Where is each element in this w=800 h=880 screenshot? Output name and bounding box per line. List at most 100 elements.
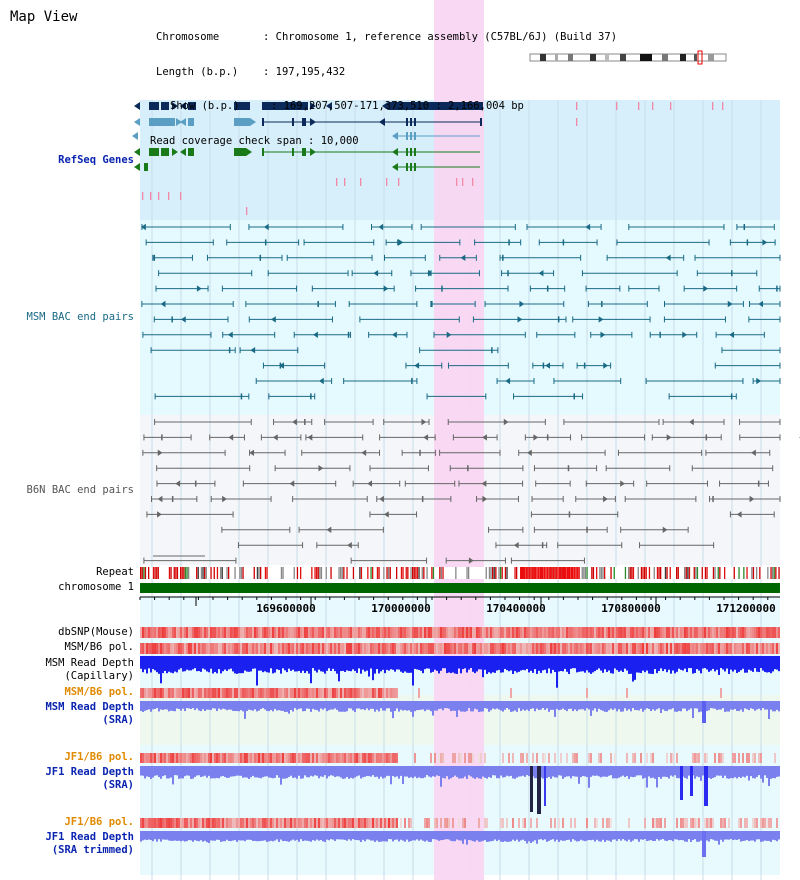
- gene-exon: [234, 148, 246, 156]
- depth-bar: [632, 701, 634, 709]
- depth-bar: [462, 766, 464, 779]
- depth-bar: [764, 701, 766, 710]
- depth-bar: [440, 656, 442, 671]
- gene-marker: [386, 178, 388, 186]
- bac-tick: [776, 285, 778, 292]
- depth-bar: [642, 831, 644, 840]
- gene-marker: [576, 102, 578, 110]
- repeat-element: [260, 567, 262, 579]
- depth-bar: [354, 701, 356, 712]
- arrow-mark: [326, 526, 332, 533]
- depth-bar: [190, 656, 192, 671]
- depth-bar: [192, 656, 194, 670]
- heat-cell: [366, 643, 368, 654]
- arrow-mark: [250, 347, 256, 354]
- depth-bar: [480, 656, 482, 670]
- heat-cell: [328, 753, 330, 763]
- depth-bar: [596, 701, 598, 712]
- heat-cell: [352, 627, 354, 638]
- track-label-b6n-bac[interactable]: B6N BAC end pairs: [26, 484, 134, 496]
- depth-bar: [362, 766, 364, 778]
- depth-bar: [480, 701, 482, 712]
- depth-bar: [440, 766, 442, 787]
- depth-bar: [196, 656, 198, 672]
- heat-cell: [388, 627, 390, 638]
- repeat-element: [637, 567, 639, 579]
- heat-cell: [346, 818, 348, 828]
- gene-exon: [302, 148, 306, 156]
- depth-bar: [466, 701, 468, 712]
- track-label-msm-bac[interactable]: MSM BAC end pairs: [26, 311, 134, 323]
- heat-cell: [230, 688, 232, 698]
- heat-cell: [308, 627, 310, 638]
- arrow-mark: [538, 270, 544, 277]
- track-label-chromosome[interactable]: chromosome 1: [58, 581, 134, 593]
- depth-bar: [450, 701, 452, 712]
- heat-cell: [238, 627, 240, 638]
- depth-bar: [654, 701, 656, 711]
- depth-bar: [294, 831, 296, 841]
- heat-cell: [442, 627, 444, 638]
- depth-spike: [540, 656, 542, 670]
- track-label-msm-b6-pol[interactable]: MSM/B6 pol.: [64, 641, 134, 653]
- depth-bar: [236, 831, 238, 842]
- heat-cell: [436, 818, 438, 828]
- heat-cell: [700, 627, 702, 638]
- depth-bar: [402, 701, 404, 711]
- heat-cell: [600, 643, 602, 654]
- depth-bar: [532, 701, 534, 709]
- heat-cell: [776, 643, 778, 654]
- heat-cell: [538, 627, 540, 638]
- heat-cell: [764, 818, 766, 828]
- depth-bar: [750, 831, 752, 841]
- depth-bar: [432, 701, 434, 716]
- depth-bar: [528, 701, 530, 711]
- depth-bar: [234, 656, 236, 674]
- heat-cell: [548, 753, 550, 763]
- heat-cell: [226, 818, 228, 828]
- track-label-jf1-depth-sra[interactable]: JF1 Read Depth: [45, 766, 134, 778]
- heat-cell: [240, 753, 242, 763]
- depth-bar: [604, 701, 606, 712]
- track-label-refseq-genes[interactable]: RefSeq Genes: [58, 154, 134, 166]
- heat-cell: [764, 627, 766, 638]
- depth-bar: [454, 701, 456, 711]
- depth-bar: [224, 656, 226, 670]
- heat-cell: [356, 688, 358, 698]
- heat-cell: [286, 627, 288, 638]
- depth-bar: [398, 656, 400, 670]
- arrow-mark: [383, 511, 389, 518]
- heat-cell: [536, 627, 538, 638]
- depth-bar: [286, 656, 288, 673]
- repeat-element: [183, 567, 185, 579]
- track-label-repeat[interactable]: Repeat: [96, 566, 134, 578]
- depth-bar: [424, 766, 426, 778]
- depth-bar: [156, 656, 158, 673]
- repeat-element: [405, 567, 407, 579]
- depth-bar: [144, 656, 146, 670]
- heat-cell: [704, 627, 706, 638]
- depth-bar: [502, 656, 504, 673]
- track-label-dbsnp[interactable]: dbSNP(Mouse): [58, 626, 134, 638]
- heat-cell: [642, 627, 644, 638]
- track-label-jf1-depth-trimmed[interactable]: JF1 Read Depth: [45, 831, 134, 843]
- heat-cell: [686, 818, 688, 828]
- heat-cell: [658, 627, 660, 638]
- depth-bar: [696, 831, 698, 842]
- track-label-msm-b6-pol-sra[interactable]: MSM/B6 pol.: [64, 686, 134, 698]
- depth-bar: [338, 831, 340, 840]
- track-label-jf1-b6-pol-2[interactable]: JF1/B6 pol.: [64, 816, 134, 828]
- depth-bar: [276, 766, 278, 776]
- heat-cell: [648, 627, 650, 638]
- depth-bar: [490, 831, 492, 842]
- heat-cell: [184, 627, 186, 638]
- track-label-msm-depth-capillary[interactable]: MSM Read Depth: [45, 657, 134, 669]
- gene-exon: [406, 163, 408, 171]
- track-label-jf1-b6-pol[interactable]: JF1/B6 pol.: [64, 751, 134, 763]
- depth-bar: [396, 656, 398, 670]
- bac-tick: [228, 347, 231, 354]
- track-label-msm-depth-sra[interactable]: MSM Read Depth: [45, 701, 134, 713]
- depth-bar: [504, 831, 506, 842]
- heat-cell: [696, 753, 698, 763]
